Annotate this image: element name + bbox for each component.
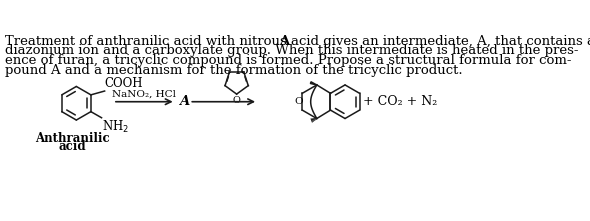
Text: NaNO₂, HCl: NaNO₂, HCl [112,90,176,99]
Text: acid: acid [59,140,86,153]
Text: diazonium ion and a carboxylate group. When this intermediate is heated in the p: diazonium ion and a carboxylate group. W… [5,44,579,57]
Text: A: A [179,95,189,108]
Text: Treatment of anthranilic acid with nitrous acid gives an intermediate, A, that c: Treatment of anthranilic acid with nitro… [5,34,590,48]
Text: O: O [294,97,303,106]
Text: COOH: COOH [104,76,143,90]
Text: pound A and a mechanism for the formation of the tricyclic product.: pound A and a mechanism for the formatio… [5,64,463,77]
Text: NH$_2$: NH$_2$ [101,119,129,135]
Text: Anthranilic: Anthranilic [35,132,110,145]
Text: O: O [232,96,241,105]
Text: + CO₂ + N₂: + CO₂ + N₂ [363,95,438,108]
Text: Treatment of anthranilic acid with nitrous acid gives an intermediate, A: Treatment of anthranilic acid with nitro… [5,34,487,48]
Text: ence of furan, a tricyclic compound is formed. Propose a structural formula for : ence of furan, a tricyclic compound is f… [5,54,572,67]
Polygon shape [310,82,317,85]
Text: A: A [279,34,289,48]
